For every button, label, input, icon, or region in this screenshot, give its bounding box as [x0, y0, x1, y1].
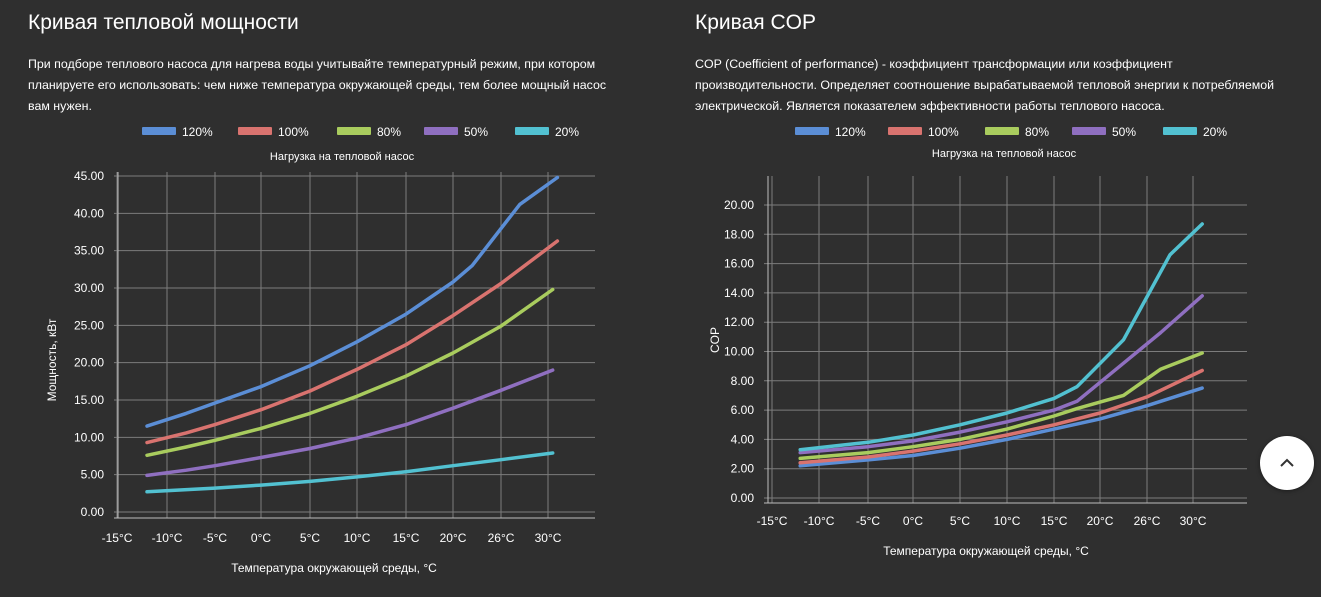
y-tick-label: 20.00: [74, 356, 104, 370]
x-tick-label: 5°C: [950, 514, 970, 528]
series-line-100pct: [145, 239, 560, 445]
y-tick-label: 14.00: [724, 286, 754, 300]
y-tick-label: 5.00: [81, 468, 105, 482]
x-tick-label: -5°C: [203, 531, 227, 545]
x-tick-label: 5°C: [300, 531, 320, 545]
y-tick-label: 0.00: [81, 505, 105, 519]
x-tick-label: 15°C: [393, 531, 420, 545]
x-tick-label: -10°C: [804, 514, 835, 528]
y-tick-label: 8.00: [731, 374, 755, 388]
legend-label: 100%: [278, 125, 309, 139]
x-tick-label: 20°C: [1087, 514, 1114, 528]
legend-label: 120%: [835, 125, 866, 139]
y-tick-label: 4.00: [731, 432, 755, 446]
legend-swatch: [985, 127, 1019, 135]
legend-swatch: [888, 127, 922, 135]
legend-label: 80%: [1025, 125, 1049, 139]
x-axis-title: Температура окружающей среды, °С: [231, 561, 437, 575]
scroll-to-top-button[interactable]: [1260, 436, 1314, 490]
series-line-50pct: [145, 368, 555, 478]
x-tick-label: 26°C: [488, 531, 515, 545]
series-line-50pct: [798, 294, 1204, 455]
legend-label: 100%: [928, 125, 959, 139]
x-tick-label: 0°C: [251, 531, 271, 545]
series-line-80pct: [145, 287, 555, 458]
x-tick-label: 30°C: [535, 531, 562, 545]
y-tick-label: 10.00: [74, 430, 104, 444]
x-tick-label: -10°C: [152, 531, 183, 545]
legend-swatch: [1163, 127, 1197, 135]
y-tick-label: 18.00: [724, 227, 754, 241]
y-tick-label: 12.00: [724, 315, 754, 329]
x-tick-label: 20°C: [440, 531, 467, 545]
x-tick-label: 15°C: [1041, 514, 1068, 528]
y-axis-title: Мощность, кВт: [45, 318, 59, 401]
x-tick-label: -15°C: [757, 514, 788, 528]
chevron-up-icon: [1280, 458, 1294, 467]
y-tick-label: 25.00: [74, 318, 104, 332]
x-tick-label: -15°C: [102, 531, 133, 545]
x-tick-label: 0°C: [903, 514, 923, 528]
y-tick-label: 15.00: [74, 393, 104, 407]
x-tick-label: 10°C: [994, 514, 1021, 528]
legend-label: 120%: [182, 125, 213, 139]
y-tick-label: 30.00: [74, 281, 104, 295]
y-tick-label: 16.00: [724, 257, 754, 271]
x-tick-label: -5°C: [856, 514, 880, 528]
cop-title: Кривая COP: [695, 11, 816, 34]
power-title: Кривая тепловой мощности: [28, 11, 299, 34]
series-line-120pct: [798, 386, 1204, 468]
y-axis-title: COP: [708, 327, 722, 353]
y-tick-label: 2.00: [731, 462, 755, 476]
power-description: При подборе теплового насоса для нагрева…: [28, 57, 607, 113]
legend-swatch: [795, 127, 829, 135]
legend-label: 80%: [377, 125, 401, 139]
legend-label: 20%: [555, 125, 579, 139]
y-tick-label: 45.00: [74, 169, 104, 183]
chart-title: Нагрузка на тепловой насос: [270, 151, 415, 163]
x-tick-label: 26°C: [1134, 514, 1161, 528]
x-tick-label: 10°C: [344, 531, 371, 545]
y-tick-label: 10.00: [724, 345, 754, 359]
y-tick-label: 0.00: [731, 491, 755, 505]
legend-swatch: [515, 127, 549, 135]
y-tick-label: 20.00: [724, 198, 754, 212]
chart-title: Нагрузка на тепловой насос: [932, 148, 1077, 160]
x-tick-label: 30°C: [1180, 514, 1207, 528]
series-line-100pct: [798, 368, 1204, 465]
series-line-80pct: [798, 351, 1204, 461]
legend-swatch: [142, 127, 176, 135]
series-line-20pct: [145, 451, 555, 494]
y-tick-label: 6.00: [731, 403, 755, 417]
legend-swatch: [1072, 127, 1106, 135]
legend-label: 50%: [1112, 125, 1136, 139]
power-chart: 0.00 5.00 10.00 15.00 20.00 25.00 30.00 35.00 40…: [45, 125, 595, 575]
grid: [114, 172, 595, 518]
series-line-120pct: [145, 175, 560, 428]
series-line-20pct: [798, 222, 1204, 452]
x-axis-title: Температура окружающей среды, °С: [883, 544, 1089, 558]
legend-label: 20%: [1203, 125, 1227, 139]
cop-description: COP (Coefficient of performance) - коэфф…: [695, 57, 1275, 113]
legend-swatch: [238, 127, 272, 135]
legend-swatch: [424, 127, 458, 135]
y-tick-label: 40.00: [74, 206, 104, 220]
legend-label: 50%: [464, 125, 488, 139]
legend-swatch: [337, 127, 371, 135]
y-tick-label: 35.00: [74, 244, 104, 258]
